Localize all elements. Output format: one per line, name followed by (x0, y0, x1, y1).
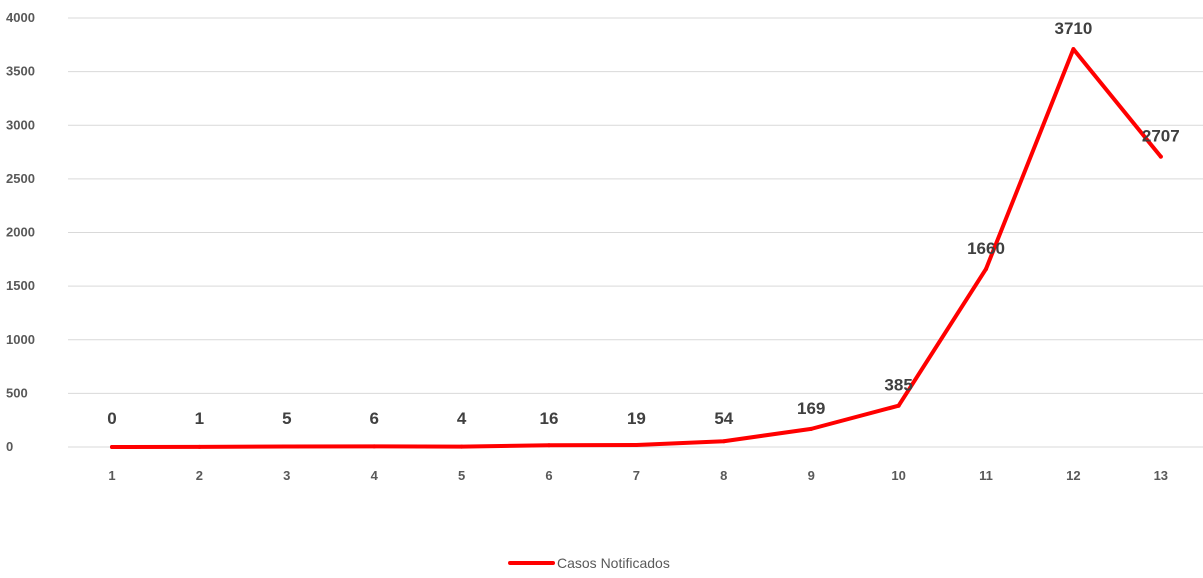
y-tick-label: 1000 (6, 332, 35, 347)
data-point (984, 266, 988, 271)
x-tick-label: 12 (1066, 468, 1080, 483)
x-tick-label: 8 (720, 468, 727, 483)
data-label: 0 (107, 409, 116, 428)
y-tick-label: 4000 (6, 10, 35, 25)
y-tick-label: 2500 (6, 171, 35, 186)
x-tick-label: 13 (1154, 468, 1168, 483)
data-point (721, 439, 726, 444)
x-tick-label: 9 (808, 468, 815, 483)
y-axis-ticks: 0 500 1000 1500 2000 2500 3000 3500 4000 (6, 10, 35, 454)
series-layer (110, 47, 1163, 449)
data-point (1158, 154, 1163, 159)
y-tick-label: 500 (6, 385, 28, 400)
y-tick-label: 3500 (6, 64, 35, 79)
data-label: 16 (540, 409, 559, 428)
data-label: 3710 (1054, 19, 1092, 38)
data-point (547, 443, 551, 448)
gridlines (68, 17, 1203, 448)
x-tick-label: 7 (633, 468, 640, 483)
data-label: 1660 (967, 239, 1005, 258)
legend: Casos Notificados (508, 555, 670, 571)
y-tick-label: 0 (6, 439, 13, 454)
data-point (809, 426, 814, 431)
data-labels: 0 1 5 6 4 16 19 54 169 385 1660 3710 2707 (107, 19, 1179, 428)
data-point (110, 445, 114, 449)
x-tick-label: 10 (891, 468, 905, 483)
y-tick-label: 1500 (6, 278, 35, 293)
data-label: 19 (627, 409, 646, 428)
y-tick-label: 3000 (6, 117, 35, 132)
x-tick-label: 2 (196, 468, 203, 483)
x-tick-label: 4 (371, 468, 379, 483)
data-point (459, 444, 464, 449)
data-point (197, 444, 202, 449)
x-tick-label: 11 (979, 468, 993, 483)
data-label: 4 (457, 409, 467, 428)
data-label: 6 (369, 409, 378, 428)
x-axis-ticks: 1 2 3 4 5 6 7 8 9 10 11 12 13 (108, 468, 1168, 483)
x-tick-label: 6 (545, 468, 552, 483)
data-label: 2707 (1142, 127, 1180, 146)
data-point (634, 442, 639, 447)
data-label: 385 (884, 376, 912, 395)
data-point (1071, 47, 1076, 52)
x-tick-label: 1 (108, 468, 115, 483)
data-label: 54 (714, 409, 733, 428)
x-tick-label: 3 (283, 468, 290, 483)
data-point (284, 444, 289, 449)
data-label: 169 (797, 399, 825, 418)
data-point (372, 444, 377, 449)
data-point (896, 403, 901, 408)
y-tick-label: 2000 (6, 225, 35, 240)
data-label: 1 (195, 409, 204, 428)
data-label: 5 (282, 409, 291, 428)
x-tick-label: 5 (458, 468, 465, 483)
legend-label: Casos Notificados (557, 555, 670, 571)
